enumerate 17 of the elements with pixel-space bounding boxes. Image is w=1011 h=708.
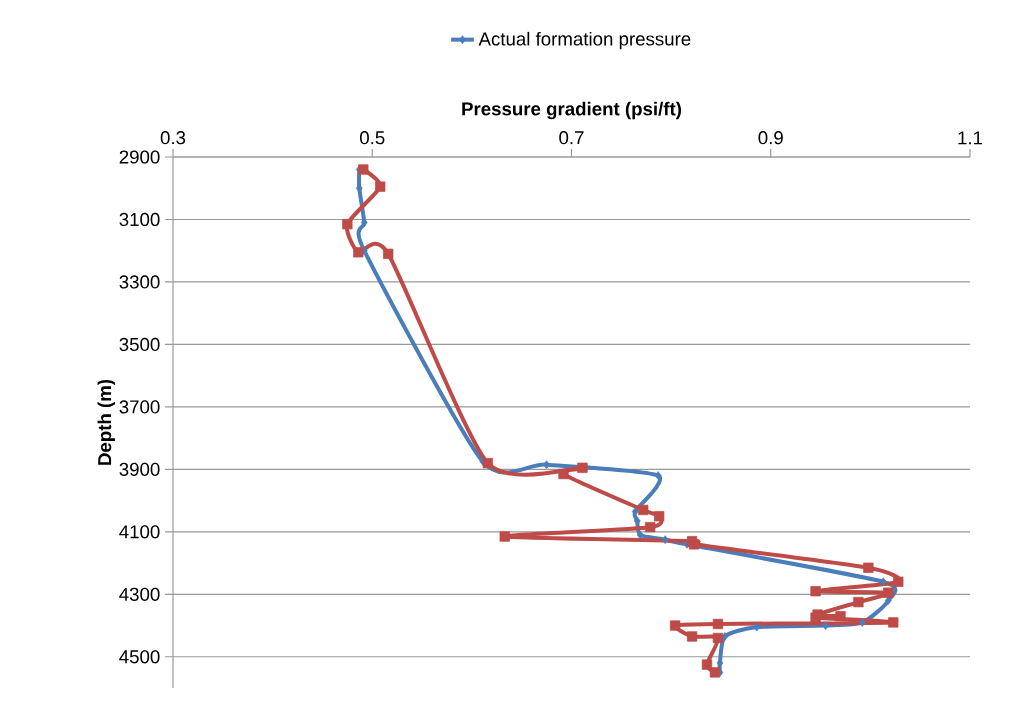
x-tick-label: 0.5 <box>360 131 385 145</box>
x-axis-title: Pressure gradient (psi/ft) <box>462 101 682 120</box>
y-axis-title: Depth (m) <box>97 379 115 465</box>
y-tick-label: 4500 <box>119 650 160 664</box>
y-tick-label: 4100 <box>119 525 160 539</box>
y-tick-label: 3900 <box>119 462 160 476</box>
x-tick-label: 1.1 <box>958 131 983 145</box>
y-tick-label: 3100 <box>119 212 160 227</box>
y-tick-label: 4300 <box>119 587 160 601</box>
y-tick-label: 2900 <box>119 150 160 164</box>
legend-label: Actual formation pressure <box>478 31 691 50</box>
y-tick-label: 3300 <box>119 275 160 289</box>
y-tick-label: 3500 <box>119 337 160 352</box>
x-tick-label: 0.9 <box>758 131 783 145</box>
y-tick-label: 3700 <box>119 400 160 414</box>
x-tick-label: 0.3 <box>160 131 186 145</box>
x-tick-label: 0.7 <box>559 131 584 145</box>
